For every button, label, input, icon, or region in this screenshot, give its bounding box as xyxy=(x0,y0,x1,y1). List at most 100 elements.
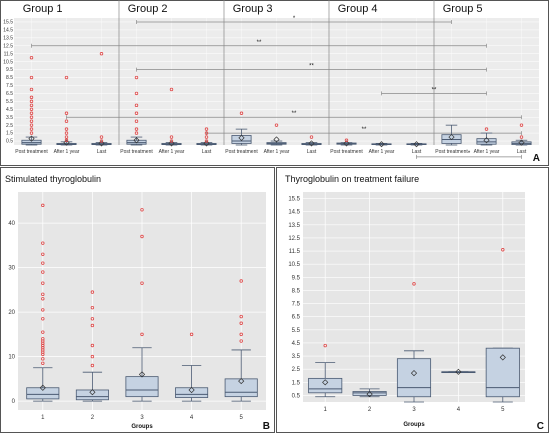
panel-a-y-tick-9: 8.5 xyxy=(6,75,13,81)
panel-b-box-3-outlier-2 xyxy=(140,281,144,285)
panel-b-label: B xyxy=(263,421,270,432)
panel-a-box-4-outlier-1 xyxy=(134,131,139,135)
panel-b-box-2-outlier-2 xyxy=(90,354,95,359)
panel-b-box-5-outlier-2 xyxy=(239,332,243,337)
panel-a-box-1-outlier-6 xyxy=(29,111,34,115)
panel-a-group-label-2: Group 2 xyxy=(128,3,168,15)
panel-b-x-tick-3: 3 xyxy=(140,415,144,421)
panel-a-box-2-outlier-7 xyxy=(64,75,69,80)
panel-a-box-7-mean xyxy=(238,134,245,141)
panel-a-bracket-1-label: * xyxy=(293,16,296,22)
panel-b-box-3-outlier-4 xyxy=(140,208,144,212)
panel-a-y-tick-15: 14.5 xyxy=(3,28,13,34)
panel-a-box-6-outlier-1 xyxy=(204,139,209,143)
panel-b-y-tick-1: 0 xyxy=(12,399,16,405)
panel-a-box-11-mean xyxy=(378,141,385,148)
panel-c-x-tick-3: 3 xyxy=(412,407,416,413)
panel-a-box-1-outlier-11 xyxy=(29,87,34,92)
panel-a-y-tick-8: 7.5 xyxy=(6,83,13,89)
panel-a-y-tick-1: 0.5 xyxy=(6,139,13,145)
panel-c-box-3-outlier-1 xyxy=(412,282,416,286)
panel-a-box-3-outlier-1 xyxy=(99,139,104,143)
panel-b-box-1-outlier-19 xyxy=(41,252,45,256)
panel-a-bracket-4-label: ** xyxy=(432,87,437,93)
panel-c-y-tick-1: 0.5 xyxy=(292,393,301,399)
panel-b-box-1-outlier-1 xyxy=(41,361,45,365)
panel-a-box-3-mean xyxy=(98,140,105,147)
panel-a-x-tick-1: Post treatment xyxy=(15,149,48,155)
panel-a-box-15-mean xyxy=(518,139,525,146)
panel-b-box-2-outlier-4 xyxy=(90,323,95,328)
panel-b-box-1-outlier-21 xyxy=(41,203,45,208)
panel-a-x-tick-12: Last xyxy=(412,149,422,155)
panel-b-x-tick-4: 4 xyxy=(190,415,194,421)
panel-a-x-tick-10: Post treatment xyxy=(330,149,363,155)
panel-b-box-5-outlier-5 xyxy=(239,279,243,283)
panel-a-x-tick-8: After 1 year xyxy=(264,149,290,155)
panel-a-bracket-7-label: * xyxy=(468,151,471,157)
panel-c-y-tick-6: 5.5 xyxy=(292,328,301,334)
panel-b-box-1-box xyxy=(26,387,60,400)
panel-b-box-2-outlier-1 xyxy=(90,363,95,368)
panel-a-box-3-outlier-2 xyxy=(99,135,104,139)
panel-c-y-tick-16: 15.5 xyxy=(288,197,300,203)
panel-b-box-1-outlier-14 xyxy=(41,297,45,301)
panel-c-y-tick-8: 7.5 xyxy=(292,302,301,308)
panel-c-x-tick-2: 2 xyxy=(368,407,372,413)
panel-b-box-5-outlier-1 xyxy=(239,339,243,343)
panel-b-box-3-outlier-1 xyxy=(140,332,144,337)
panel-a-box-6-mean xyxy=(203,140,210,147)
panel-c-title: Thyroglobulin on treatment failure xyxy=(285,174,419,184)
panel-a-x-tick-15: Last xyxy=(517,149,527,155)
panel-c-box-2-mean xyxy=(366,391,373,398)
panel-b-box-5-outlier-3 xyxy=(239,321,243,325)
panel-a-group-label-4: Group 4 xyxy=(338,3,378,15)
panel-b-box-1-mean xyxy=(39,384,46,391)
panel-a-box-15-outlier-2 xyxy=(519,123,524,127)
panel-a-box-4-outlier-4 xyxy=(134,111,139,115)
panel-c-y-tick-4: 3.5 xyxy=(292,354,301,360)
panel-a-x-tick-7: Post treatment xyxy=(225,149,258,155)
panel-a-box-1-outlier-3 xyxy=(29,123,34,127)
panel-b-box-2-outlier-7 xyxy=(90,290,95,294)
panel-c-y-tick-14: 13.5 xyxy=(288,223,300,229)
panel-c-y-tick-5: 4.5 xyxy=(292,341,301,347)
panel-a-y-tick-16: 15.5 xyxy=(3,20,13,26)
panel-b-x-tick-5: 5 xyxy=(240,415,244,421)
panel-a-bracket-5-label: ** xyxy=(292,111,297,117)
panel-b-box-1-outlier-18 xyxy=(41,261,45,265)
panel-a-y-tick-4: 3.5 xyxy=(6,115,13,121)
panel-a-y-tick-12: 11.5 xyxy=(4,51,14,57)
panel-a-x-tick-9: Last xyxy=(307,149,317,155)
panel-a-box-4-outlier-6 xyxy=(134,91,139,96)
panel-a-x-tick-4: Post treatment xyxy=(120,149,153,155)
panel-c: Thyroglobulin on treatment failure 0.5 1.… xyxy=(276,167,549,433)
panel-b-box-2-outlier-5 xyxy=(90,317,95,321)
panel-c-x-ticks: 1 2 3 4 5 xyxy=(324,407,506,413)
panel-a-y-tick-13: 12.5 xyxy=(3,43,13,49)
panel-a-box-2-mean xyxy=(63,139,70,146)
panel-a-box-4-outlier-7 xyxy=(134,75,139,80)
panel-b-box-2-mean xyxy=(89,389,96,396)
panel-c-x-label: Groups xyxy=(403,422,425,428)
panel-a-group-label-3: Group 3 xyxy=(233,3,273,15)
panel-a-box-1-outlier-8 xyxy=(29,103,34,108)
panel-b: Stimulated thyroglobulin 0 10 20 30 40 1 2 3 4 5… xyxy=(0,167,275,433)
panel-a-x-ticks: Post treatment After 1 year Last Post treat… xyxy=(15,149,527,155)
panel-c-x-tick-5: 5 xyxy=(501,407,505,413)
panel-a-box-5-outlier-3 xyxy=(169,87,174,92)
panel-c-y-ticks: 0.5 1.5 2.5 3.5 4.5 5.5 6.5 7.5 8.5 9.5 10.5 11.5 12… xyxy=(288,197,300,400)
panel-b-box-1-outlier-12 xyxy=(41,317,45,321)
panel-a-box-2-outlier-5 xyxy=(64,119,69,123)
panel-b-y-tick-2: 10 xyxy=(8,355,15,361)
panel-b-x-ticks: 1 2 3 4 5 xyxy=(41,415,243,421)
panel-a-bracket-2-label: ** xyxy=(257,40,262,46)
panel-a-box-5-mean xyxy=(168,140,175,147)
panel-c-y-tick-11: 10.5 xyxy=(288,262,300,268)
panel-a-box-6-outlier-3 xyxy=(204,131,209,135)
panel-a-box-6-outlier-2 xyxy=(204,135,209,139)
panel-a-box-13-mean xyxy=(448,133,455,141)
panel-c-label: C xyxy=(537,421,544,432)
panel-a-box-15-outlier-1 xyxy=(519,135,524,139)
panel-a-y-tick-7: 6.5 xyxy=(6,91,13,97)
